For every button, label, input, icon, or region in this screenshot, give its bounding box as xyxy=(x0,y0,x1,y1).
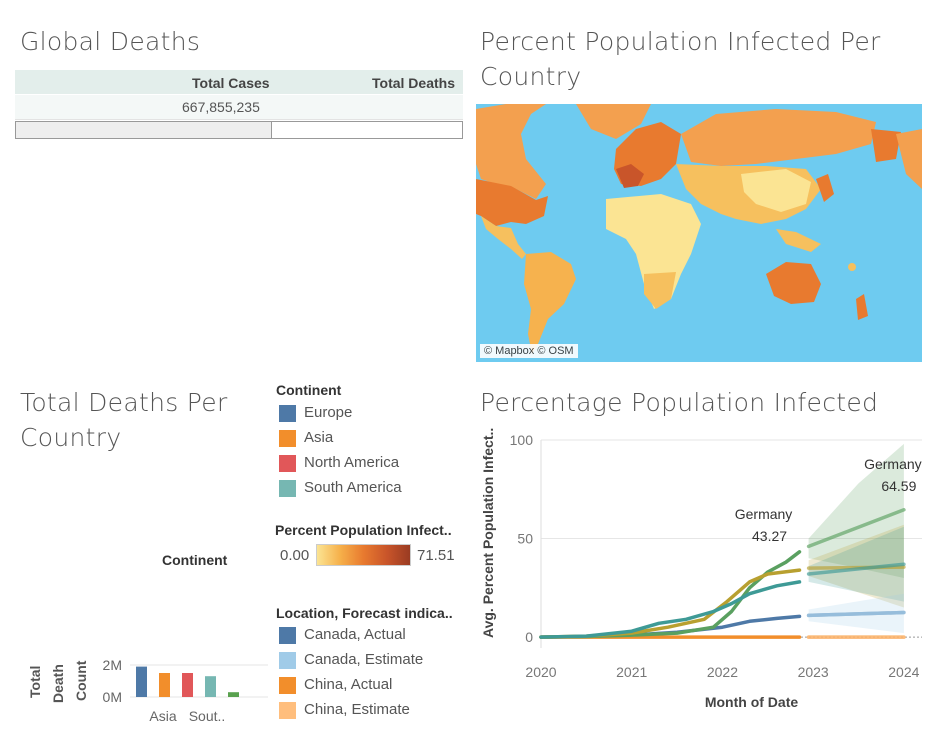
forecast-legend-swatch xyxy=(279,652,296,669)
forecast-legend-swatch xyxy=(279,677,296,694)
bar[interactable] xyxy=(205,676,216,697)
map-russia xyxy=(681,109,876,166)
map-china xyxy=(741,169,811,212)
table-row: 667,855,235 xyxy=(15,95,463,120)
map-africa xyxy=(606,194,701,309)
map-southern-africa xyxy=(644,272,676,309)
map-mexico-central xyxy=(481,216,526,259)
bar-xtick: Asia xyxy=(149,708,176,724)
deaths-ylabel: Total Death Count xyxy=(27,655,98,705)
line-xtick: 2023 xyxy=(798,664,829,680)
forecast-legend-label: Canada, Actual xyxy=(304,626,406,643)
table-scroll-left[interactable] xyxy=(15,121,272,139)
map-canada-east xyxy=(896,129,922,189)
line-forecast-band xyxy=(808,443,904,578)
global-deaths-title: Global Deaths xyxy=(20,27,201,56)
forecast-legend-swatch xyxy=(279,627,296,644)
deaths-ylabel-1: Total xyxy=(28,666,43,698)
percent-legend-max: 71.51 xyxy=(417,547,455,564)
map-europe-core xyxy=(616,164,644,188)
line-annotation-label: Germany xyxy=(864,456,922,472)
map-south-america xyxy=(524,252,576,354)
line-series-estimate[interactable] xyxy=(806,562,906,576)
forecast-legend-label: China, Estimate xyxy=(304,701,410,718)
line-xtick: 2022 xyxy=(707,664,738,680)
total-cases-value: 667,855,235 xyxy=(182,99,260,115)
deaths-column-header: Continent xyxy=(162,552,228,568)
line-chart[interactable]: 0 50 100 2020 2021 2022 2023 2024 Month of Date A… xyxy=(476,425,936,725)
bar-ytick: 0M xyxy=(103,689,122,705)
map-island xyxy=(848,263,856,271)
map-title-line2: Country xyxy=(480,62,582,91)
continent-legend-label: North America xyxy=(304,454,400,471)
map-shapes xyxy=(476,104,922,354)
line-series-estimate[interactable] xyxy=(806,610,906,618)
bar[interactable] xyxy=(136,666,147,697)
line-xtick: 2020 xyxy=(525,664,556,680)
bar[interactable] xyxy=(159,673,170,697)
map-title: Percent Population Infected Per Country xyxy=(480,24,881,94)
line-xtick: 2024 xyxy=(888,664,919,680)
continent-legend-label: Europe xyxy=(304,404,353,421)
line-xtick: 2021 xyxy=(616,664,647,680)
map-north-america xyxy=(476,104,546,199)
deaths-bar-chart[interactable]: 2M 0M Asia Sout.. xyxy=(90,652,270,732)
continent-legend-swatch xyxy=(279,430,296,447)
line-series-estimate[interactable] xyxy=(806,508,906,549)
col-total-cases[interactable]: Total Cases xyxy=(192,75,270,91)
bar[interactable] xyxy=(228,692,239,697)
map-credit[interactable]: © Mapbox © OSM xyxy=(480,344,578,358)
forecast-legend-label: Canada, Estimate xyxy=(304,651,424,668)
forecast-legend-swatch xyxy=(279,702,296,719)
table-scroll-right[interactable] xyxy=(271,121,463,139)
deaths-title-line1: Total Deaths Per xyxy=(20,388,228,417)
line-series-actual[interactable] xyxy=(539,580,802,639)
deaths-ylabel-3: Count xyxy=(73,660,89,701)
forecast-legend-title: Location, Forecast indica.. xyxy=(276,605,453,621)
deaths-title: Total Deaths Per Country xyxy=(20,385,228,455)
continent-legend-label: South America xyxy=(304,479,402,496)
line-annotation-value: 43.27 xyxy=(752,528,787,544)
line-series-actual[interactable] xyxy=(539,550,802,639)
line-ytick: 100 xyxy=(510,432,534,448)
line-annotation-label: Germany xyxy=(735,506,793,522)
continent-legend-swatch xyxy=(279,455,296,472)
table-header: Total Cases Total Deaths xyxy=(15,70,463,94)
bar-ytick: 2M xyxy=(103,657,122,673)
map-greenland xyxy=(576,104,651,139)
line-ylabel: Avg. Percent Population Infect.. xyxy=(480,428,496,638)
col-total-deaths[interactable]: Total Deaths xyxy=(372,75,455,91)
forecast-legend-label: China, Actual xyxy=(304,676,393,693)
map-usa xyxy=(476,179,548,226)
map-title-line1: Percent Population Infected Per xyxy=(480,27,881,56)
continent-legend-swatch xyxy=(279,405,296,422)
line-xlabel: Month of Date xyxy=(705,694,799,710)
continent-legend-swatch xyxy=(279,480,296,497)
line-forecast-band xyxy=(808,526,904,602)
choropleth-map[interactable] xyxy=(476,104,922,362)
map-south-korea-japan xyxy=(816,174,834,202)
bar-xtick: Sout.. xyxy=(189,708,226,724)
map-alaska-east xyxy=(871,129,901,162)
map-new-zealand xyxy=(856,294,868,320)
deaths-title-line2: Country xyxy=(20,423,122,452)
line-ytick: 0 xyxy=(525,629,533,645)
continent-legend-title: Continent xyxy=(276,382,342,398)
continent-legend-label: Asia xyxy=(304,429,334,446)
map-se-asia xyxy=(776,229,821,252)
line-annotation-value: 64.59 xyxy=(881,478,916,494)
line-ytick: 50 xyxy=(517,531,533,547)
percent-legend-title: Percent Population Infect.. xyxy=(275,522,452,538)
map-australia xyxy=(766,262,821,304)
bar[interactable] xyxy=(182,673,193,697)
percent-legend-min: 0.00 xyxy=(280,547,310,564)
percent-legend-gradient[interactable] xyxy=(316,544,411,566)
deaths-ylabel-svg: Total Death Count xyxy=(27,660,89,703)
line-chart-title: Percentage Population Infected xyxy=(480,388,879,417)
deaths-ylabel-2: Death xyxy=(50,664,66,703)
